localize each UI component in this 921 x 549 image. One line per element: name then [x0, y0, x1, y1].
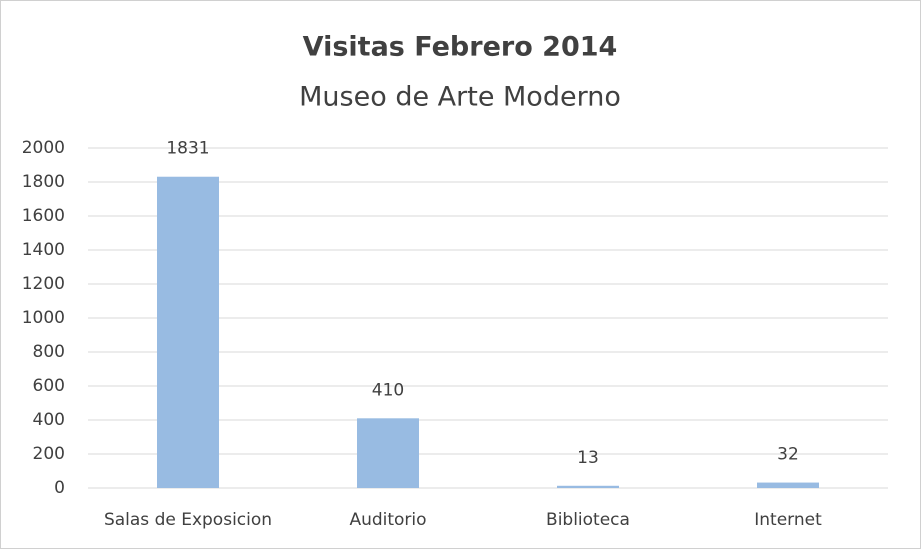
- chart-subtitle: Museo de Arte Moderno: [299, 82, 621, 113]
- data-label: 13: [577, 448, 599, 468]
- x-tick-label: Salas de Exposicion: [104, 510, 272, 530]
- data-label: 32: [777, 445, 799, 465]
- y-tick-label: 1600: [22, 206, 65, 226]
- bar: [557, 485, 619, 488]
- y-tick-label: 1400: [22, 240, 65, 260]
- y-tick-label: 800: [33, 342, 65, 362]
- y-tick-label: 1800: [22, 172, 65, 192]
- y-tick-label: 1200: [22, 274, 65, 294]
- y-tick-label: 2000: [22, 138, 65, 158]
- x-tick-label: Auditorio: [349, 510, 426, 530]
- bar: [157, 176, 219, 489]
- data-label: 410: [372, 380, 404, 400]
- y-tick-label: 200: [33, 444, 65, 464]
- chart-title: Visitas Febrero 2014: [303, 32, 618, 63]
- bar: [757, 482, 819, 488]
- x-tick-label: Biblioteca: [546, 510, 630, 530]
- x-tick-label: Internet: [754, 510, 822, 530]
- y-tick-label: 0: [54, 478, 65, 498]
- y-tick-label: 600: [33, 376, 65, 396]
- bar: [357, 418, 419, 488]
- data-label: 1831: [166, 139, 209, 159]
- y-tick-label: 1000: [22, 308, 65, 328]
- y-tick-label: 400: [33, 410, 65, 430]
